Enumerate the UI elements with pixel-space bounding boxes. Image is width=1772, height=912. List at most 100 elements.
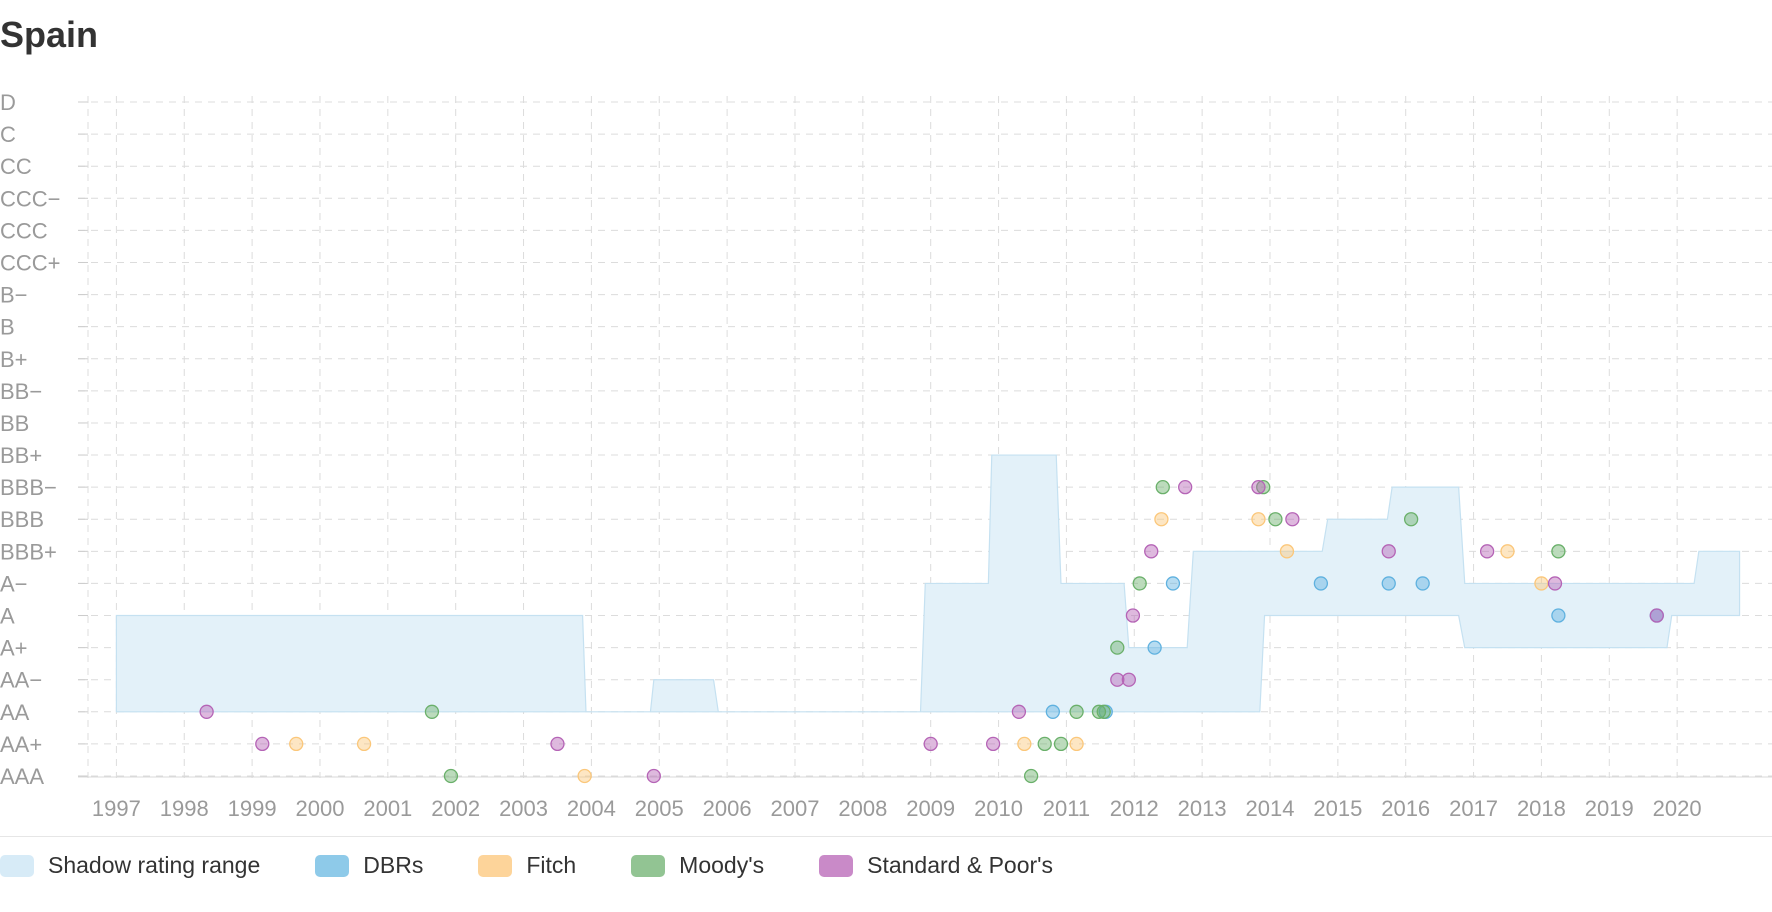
- moodys-point: [1155, 479, 1170, 495]
- y-tick-label: AAA: [0, 764, 44, 789]
- legend-label-shadow: Shadow rating range: [48, 852, 261, 878]
- y-tick-label: CCC: [0, 218, 48, 243]
- legend-label-fitch: Fitch: [526, 852, 577, 878]
- fitch-point: [1279, 544, 1295, 559]
- legend-divider: [0, 836, 1772, 837]
- x-tick-label: 1998: [160, 796, 209, 821]
- legend-swatch-shadow: [0, 854, 34, 877]
- legend-swatch-moodys: [631, 854, 666, 877]
- moodys-point: [443, 768, 459, 784]
- x-tick-label: 2007: [771, 796, 820, 821]
- dbrs-point: [1551, 608, 1566, 623]
- sp-point: [1547, 576, 1563, 591]
- sp-point: [646, 768, 661, 784]
- x-tick-label: 2015: [1313, 796, 1362, 821]
- sp-point: [1479, 544, 1495, 559]
- dbrs-point: [1381, 576, 1396, 591]
- legend-item-dbrs[interactable]: DBRs: [315, 852, 423, 879]
- x-tick-label: 2006: [703, 796, 752, 821]
- y-tick-label: BBB−: [0, 475, 57, 500]
- x-tick-label: 2005: [635, 796, 684, 821]
- moodys-point: [1053, 736, 1069, 752]
- moodys-point: [1132, 576, 1147, 591]
- y-tick-label: B+: [0, 347, 28, 372]
- moodys-point: [1096, 704, 1111, 719]
- rating-points: [199, 479, 1664, 784]
- x-tick-label: 2010: [974, 796, 1023, 821]
- moodys-point: [1069, 704, 1084, 719]
- moodys-point: [1268, 512, 1283, 527]
- sp-point: [1110, 672, 1125, 687]
- fitch-point: [289, 736, 304, 752]
- x-axis-ticks: 1997 1998 1999 2000 2001 2002 2003 2004 2005 2006…: [92, 796, 1702, 821]
- x-tick-label: 2018: [1517, 796, 1566, 821]
- y-tick-label: AA+: [0, 732, 42, 757]
- y-tick-label: BB+: [0, 443, 42, 468]
- sp-point: [1285, 512, 1300, 527]
- legend: Shadow rating range DBRs Fitch Moody's S…: [0, 852, 1108, 879]
- x-tick-label: 2000: [295, 796, 344, 821]
- dbrs-point: [1147, 640, 1162, 655]
- legend-item-shadow[interactable]: Shadow rating range: [0, 852, 260, 879]
- y-tick-label: CCC+: [0, 250, 61, 275]
- y-tick-label: BBB: [0, 507, 44, 532]
- sp-point: [1251, 479, 1266, 495]
- sp-point: [199, 704, 214, 719]
- legend-swatch-sp: [819, 854, 854, 877]
- y-tick-label: AA−: [0, 668, 42, 693]
- y-tick-label: CCC−: [0, 186, 61, 211]
- sp-point: [1178, 479, 1193, 495]
- legend-swatch-fitch: [478, 854, 513, 877]
- x-tick-label: 2003: [499, 796, 548, 821]
- fitch-point: [1017, 736, 1032, 752]
- fitch-point: [1069, 736, 1084, 752]
- sp-point: [1125, 608, 1141, 623]
- sp-point: [1144, 544, 1159, 559]
- x-tick-label: 2011: [1043, 796, 1090, 821]
- moodys-point: [1110, 640, 1125, 655]
- y-axis-ticks: AAAAA+AAAA−A+AA−BBB+BBBBBB−BB+BBBB−B+BB−…: [0, 90, 61, 789]
- legend-label-moodys: Moody's: [679, 852, 765, 878]
- moodys-point: [424, 704, 440, 719]
- fitch-point: [356, 736, 372, 752]
- fitch-point: [1154, 512, 1169, 527]
- x-tick-label: 2012: [1110, 796, 1159, 821]
- y-tick-label: B: [0, 315, 15, 340]
- x-tick-label: 2014: [1246, 796, 1295, 821]
- legend-label-sp: Standard & Poor's: [867, 852, 1054, 878]
- dbrs-point: [1415, 576, 1430, 591]
- sp-point: [985, 736, 1001, 752]
- fitch-point: [1500, 544, 1515, 559]
- dbrs-point: [1045, 704, 1060, 719]
- moodys-point: [1037, 736, 1052, 752]
- y-tick-label: BBB+: [0, 539, 57, 564]
- sp-point: [255, 736, 270, 752]
- y-tick-label: BB−: [0, 379, 42, 404]
- sp-point: [1121, 672, 1136, 687]
- fitch-point: [1534, 576, 1549, 591]
- x-tick-label: 2020: [1653, 796, 1702, 821]
- y-tick-label: D: [0, 90, 16, 115]
- x-tick-label: 2016: [1381, 796, 1430, 821]
- moodys-point: [1403, 512, 1419, 527]
- y-tick-label: A+: [0, 636, 28, 661]
- y-tick-label: AA: [0, 700, 30, 725]
- legend-item-moodys[interactable]: Moody's: [631, 852, 764, 879]
- legend-item-sp[interactable]: Standard & Poor's: [819, 852, 1053, 879]
- legend-item-fitch[interactable]: Fitch: [478, 852, 576, 879]
- y-tick-label: BB: [0, 411, 29, 436]
- x-tick-label: 2008: [838, 796, 887, 821]
- sp-point: [550, 736, 565, 752]
- moodys-point: [1091, 704, 1107, 719]
- shadow-range-area: [115, 454, 1741, 713]
- y-tick-label: A−: [0, 571, 28, 596]
- x-tick-label: 2001: [363, 796, 412, 821]
- fitch-point: [1251, 512, 1266, 527]
- legend-swatch-dbrs: [315, 854, 350, 877]
- moodys-point: [1023, 768, 1039, 784]
- fitch-point: [577, 768, 592, 784]
- y-tick-label: A: [0, 604, 15, 629]
- sp-point: [1381, 544, 1396, 559]
- x-tick-label: 2004: [567, 796, 616, 821]
- x-tick-label: 2019: [1585, 796, 1634, 821]
